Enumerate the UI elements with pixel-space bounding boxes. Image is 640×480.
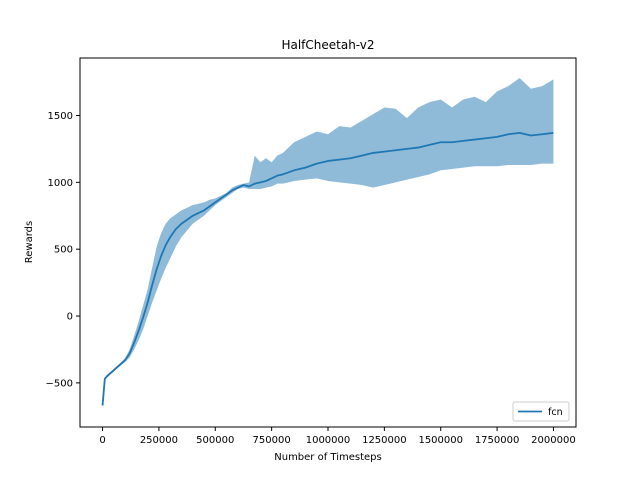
legend-label-fcn: fcn bbox=[548, 407, 563, 418]
x-tick-label: 2000000 bbox=[531, 435, 576, 446]
series-line-fcn bbox=[101, 131, 554, 406]
confidence-band-layer bbox=[102, 78, 554, 406]
x-axis-label: Number of Timesteps bbox=[274, 452, 381, 463]
x-tick-label: 1250000 bbox=[362, 435, 407, 446]
y-tick-label: 500 bbox=[54, 245, 73, 256]
x-tick-label: 250000 bbox=[140, 435, 178, 446]
y-tick-label: 1000 bbox=[48, 178, 73, 189]
confidence-band-fcn bbox=[102, 78, 554, 406]
x-tick-label: 500000 bbox=[196, 435, 234, 446]
x-tick-label: 1750000 bbox=[475, 435, 520, 446]
x-tick-label: 1500000 bbox=[418, 435, 463, 446]
y-axis-ticks: −500 0 500 1000 1500 bbox=[46, 111, 80, 389]
x-tick-label: 1000000 bbox=[306, 435, 351, 446]
mean-line-layer bbox=[101, 131, 554, 406]
y-tick-label: 0 bbox=[67, 312, 73, 323]
x-tick-label: 0 bbox=[99, 435, 105, 446]
chart-title: HalfCheetah-v2 bbox=[281, 38, 374, 52]
x-axis-ticks: 0 250000 500000 750000 1000000 1250000 1500000… bbox=[99, 427, 576, 446]
y-tick-label: 1500 bbox=[48, 111, 73, 122]
legend: fcn bbox=[512, 401, 570, 422]
y-axis-label: Rewards bbox=[24, 221, 35, 263]
x-tick-label: 750000 bbox=[253, 435, 291, 446]
y-tick-label: −500 bbox=[46, 378, 73, 389]
